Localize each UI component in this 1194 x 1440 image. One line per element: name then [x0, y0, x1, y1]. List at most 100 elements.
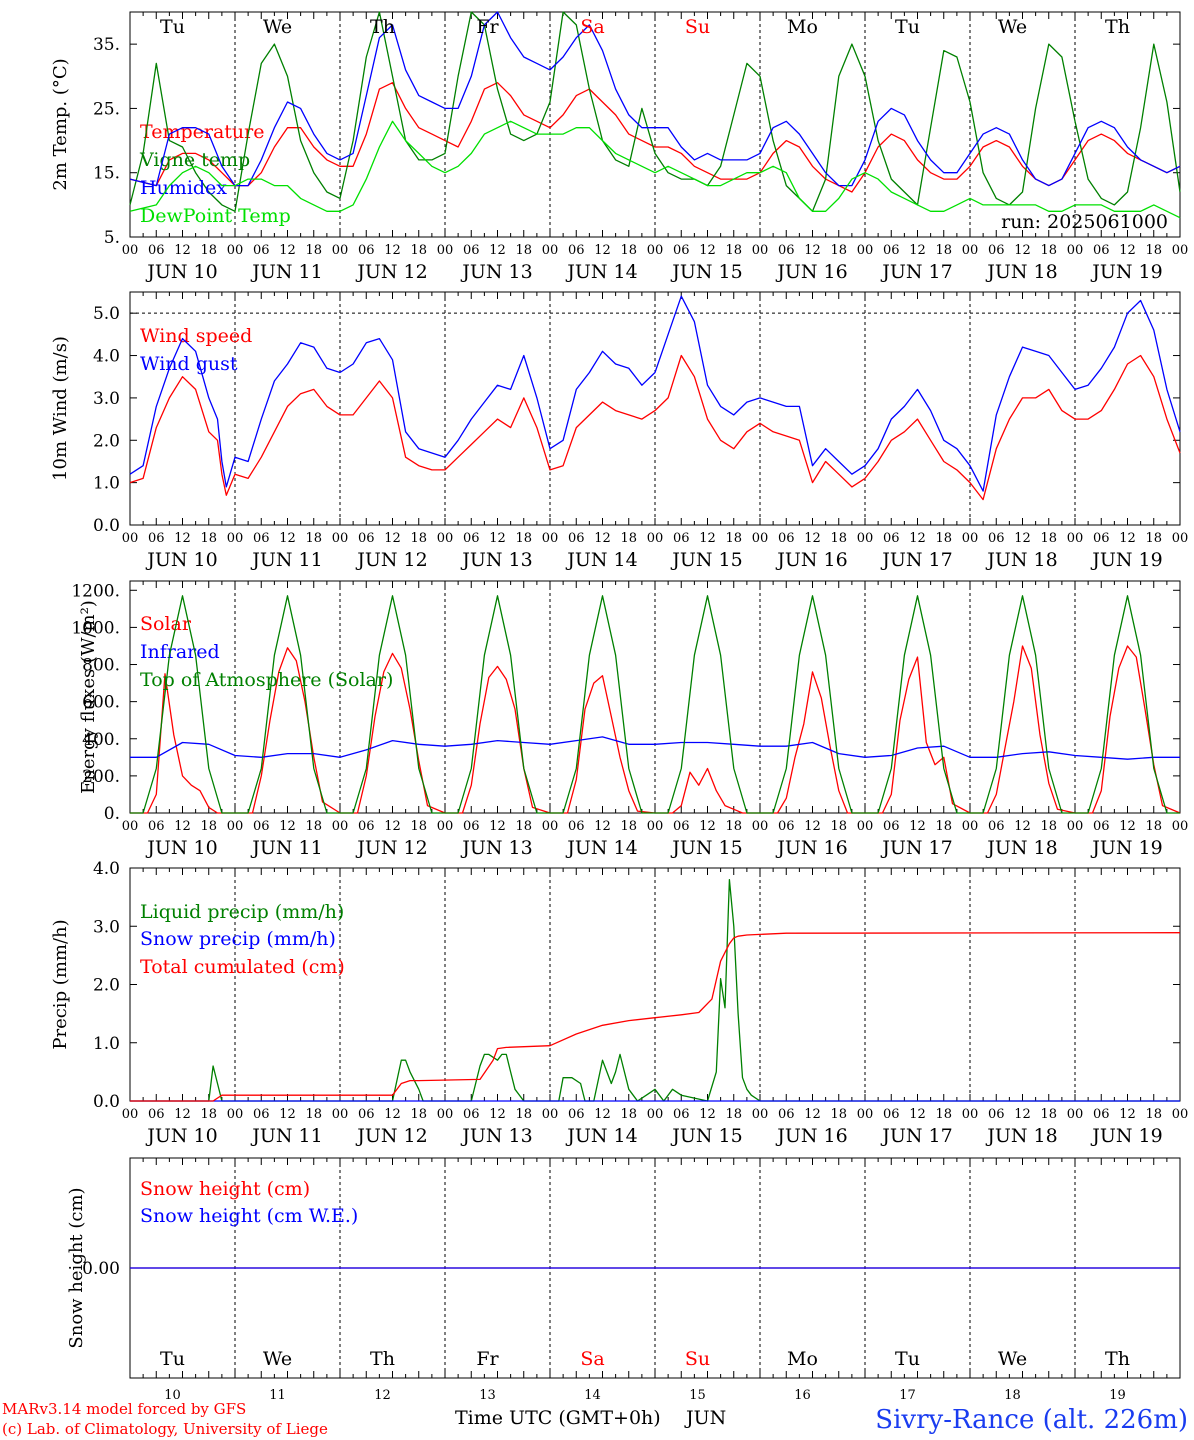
hour-tick-label: 18 [935, 1107, 952, 1122]
hour-tick-label: 06 [673, 1107, 690, 1122]
hour-tick-label: 06 [568, 1107, 585, 1122]
day-label: JUN 10 [145, 261, 217, 283]
hour-tick-label: 18 [1145, 819, 1162, 834]
day-label: JUN 17 [880, 261, 952, 283]
hour-tick-label: 00 [962, 243, 979, 258]
hour-tick-label: 00 [647, 819, 664, 834]
y-axis-title: Precip (mm/h) [50, 919, 71, 1049]
hour-tick-label: 18 [935, 243, 952, 258]
day-label: JUN 10 [145, 1125, 217, 1147]
hour-tick-label: 12 [1119, 1107, 1136, 1122]
day-label: JUN 15 [670, 261, 742, 283]
day-label: JUN 18 [985, 1125, 1057, 1147]
hour-tick-label: 18 [830, 1107, 847, 1122]
hour-tick-label: 18 [305, 531, 322, 546]
hour-tick-label: 12 [909, 1107, 926, 1122]
hour-tick-label: 00 [227, 243, 244, 258]
y-tick-label: 800. [82, 656, 120, 676]
series-line-vigne-temp [129, 11, 1181, 212]
hour-tick-label: 06 [253, 1107, 270, 1122]
hour-tick-label: 18 [1145, 243, 1162, 258]
hour-tick-label: 18 [725, 243, 742, 258]
hour-tick-label: 12 [1014, 1107, 1031, 1122]
hour-tick-label: 00 [122, 1107, 139, 1122]
series-line-wind-gust [129, 295, 1181, 492]
day-number-label: 13 [479, 1388, 496, 1403]
hour-tick-label: 12 [174, 1107, 191, 1122]
weekday-label-bottom: Th [370, 1348, 395, 1370]
hour-tick-label: 18 [620, 243, 637, 258]
legend-label: Humidex [140, 177, 227, 199]
legend-label: Snow precip (mm/h) [140, 928, 336, 950]
day-label: JUN 16 [775, 1125, 847, 1147]
weekday-label-top: Th [1105, 16, 1130, 38]
panel-3: 0. 200. 400. 600. 800. 1000. 1200.Energy fluxe… [71, 580, 1189, 859]
hour-tick-label: 18 [200, 1107, 217, 1122]
legend-label: Vigne temp [139, 149, 250, 171]
panel-1: 5. 15. 25. 35. 2m Temp. (°C) Temperature Vigne… [50, 11, 1188, 283]
weekday-label-top: Tu [160, 16, 185, 38]
hour-tick-label: 00 [542, 1107, 559, 1122]
hour-tick-label: 06 [253, 531, 270, 546]
y-axis-title: 2m Temp. (°C) [50, 58, 71, 190]
hour-tick-label: 18 [410, 531, 427, 546]
hour-tick-label: 00 [437, 243, 454, 258]
y-axis-title: 10m Wind (m/s) [50, 336, 71, 481]
hour-tick-label: 18 [410, 819, 427, 834]
month-label: JUN [684, 1407, 726, 1429]
hour-tick-label: 00 [1067, 819, 1084, 834]
day-label: JUN 13 [460, 549, 532, 571]
hour-tick-label: 12 [804, 243, 821, 258]
panel-frame [129, 11, 1181, 238]
hour-tick-label: 18 [725, 819, 742, 834]
hour-tick-label: 06 [1093, 819, 1110, 834]
y-tick-label: 25. [93, 99, 120, 119]
day-number-label: 17 [899, 1388, 916, 1403]
hour-tick-label: 18 [620, 1107, 637, 1122]
hour-tick-label: 00 [1172, 819, 1189, 834]
hour-tick-label: 06 [568, 243, 585, 258]
weekday-label-top: Mo [787, 16, 818, 38]
day-label: JUN 10 [145, 549, 217, 571]
y-axis-title: Energy fluxes (W/m²) [78, 600, 99, 794]
y-axis-title: Snow height (cm) [66, 1187, 87, 1348]
hour-tick-label: 12 [1119, 243, 1136, 258]
hour-tick-label: 00 [962, 1107, 979, 1122]
hour-tick-label: 06 [148, 531, 165, 546]
day-number-label: 14 [584, 1388, 601, 1403]
hour-tick-label: 00 [857, 1107, 874, 1122]
hour-tick-label: 18 [515, 243, 532, 258]
hour-tick-label: 12 [699, 531, 716, 546]
y-tick-label: 35. [93, 35, 120, 55]
hour-tick-label: 00 [962, 819, 979, 834]
day-label: JUN 19 [1090, 261, 1162, 283]
hour-tick-label: 00 [437, 819, 454, 834]
legend-label: Wind speed [140, 325, 252, 347]
hour-tick-label: 06 [1093, 243, 1110, 258]
hour-tick-label: 00 [332, 819, 349, 834]
hour-tick-label: 12 [489, 243, 506, 258]
weekday-label-bottom: Tu [895, 1348, 920, 1370]
hour-tick-label: 12 [699, 819, 716, 834]
hour-tick-label: 00 [857, 531, 874, 546]
day-label: JUN 11 [250, 549, 322, 571]
day-label: JUN 16 [775, 837, 847, 859]
hour-tick-label: 00 [1067, 243, 1084, 258]
hour-tick-label: 00 [332, 1107, 349, 1122]
hour-tick-label: 06 [148, 1107, 165, 1122]
hour-tick-label: 06 [673, 531, 690, 546]
hour-tick-label: 00 [122, 243, 139, 258]
hour-tick-label: 00 [752, 1107, 769, 1122]
hour-tick-label: 06 [253, 819, 270, 834]
day-label: JUN 19 [1090, 837, 1162, 859]
day-label: JUN 18 [985, 261, 1057, 283]
day-number-label: 11 [269, 1388, 286, 1403]
y-tick-label: 3.0 [93, 389, 120, 409]
hour-tick-label: 18 [200, 243, 217, 258]
hour-tick-label: 12 [489, 819, 506, 834]
y-tick-label: 4.0 [93, 347, 120, 367]
hour-tick-label: 06 [358, 1107, 375, 1122]
legend-label: Liquid precip (mm/h) [140, 901, 344, 923]
y-tick-label: 5.0 [93, 304, 120, 324]
